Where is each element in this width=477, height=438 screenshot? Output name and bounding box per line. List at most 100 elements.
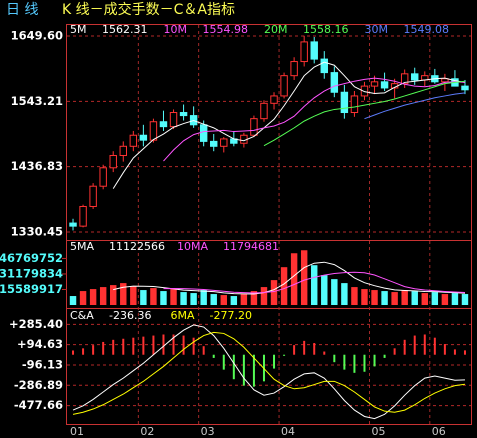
y-tick-label: -286.89 <box>14 378 63 392</box>
volume-bar <box>401 290 408 305</box>
volume-bar <box>311 265 318 305</box>
volume-bar <box>160 291 167 305</box>
volume-bar <box>99 287 107 305</box>
legend-value: 1558.16 <box>303 23 349 36</box>
volume-bar <box>331 279 338 305</box>
candle-body <box>240 134 248 144</box>
candle-body <box>139 134 148 141</box>
page-title: K 线－成交手数－C＆A指标 <box>62 1 235 18</box>
candle-body <box>380 81 389 89</box>
volume-bar <box>411 291 418 305</box>
candle-body <box>370 81 379 87</box>
candle-body <box>340 91 349 114</box>
y-tick-label: 46769752 <box>0 251 63 265</box>
candle-body <box>99 167 107 187</box>
candle-body <box>169 112 178 128</box>
x-tick-label: 04 <box>281 425 295 438</box>
candle-body <box>411 73 419 81</box>
x-tick-label: 03 <box>201 425 215 438</box>
x-tick-label: 01 <box>70 425 84 438</box>
candle-body <box>199 124 208 142</box>
candle-body <box>300 41 308 63</box>
candle-body <box>330 72 339 93</box>
volume-bar <box>371 290 378 305</box>
ma-line <box>72 324 465 420</box>
candle-body <box>119 145 127 157</box>
ma-line <box>112 61 466 189</box>
ma-line <box>163 77 466 162</box>
x-tick-label: 05 <box>372 425 386 438</box>
candle-body <box>280 75 288 97</box>
volume-bar <box>200 290 207 305</box>
x-tick-label: 06 <box>432 425 446 438</box>
volume-bar <box>300 250 308 305</box>
candle-body <box>129 134 138 147</box>
legend-value: 1562.31 <box>102 23 148 36</box>
volume-bar <box>381 291 388 305</box>
y-tick-label: 1330.45 <box>11 225 63 239</box>
legend-name: C&A <box>70 309 94 322</box>
candle-body <box>270 95 278 104</box>
candle-body <box>350 95 359 114</box>
ma-line <box>72 331 466 415</box>
candle-body <box>109 155 117 169</box>
legend-name: 10MA <box>177 240 208 253</box>
legend-name: 5M <box>70 23 87 36</box>
volume-bar <box>110 285 117 305</box>
candle-body <box>149 121 158 141</box>
y-tick-label: 31179834 <box>0 266 63 280</box>
volume-bar <box>461 294 469 305</box>
period: 日 线 <box>6 2 38 18</box>
candle-body <box>250 118 258 136</box>
volume-bar <box>140 290 147 305</box>
ma-line <box>364 92 466 120</box>
candle-body <box>159 121 168 128</box>
volume-bar <box>69 296 77 305</box>
y-tick-label: 1543.21 <box>11 94 63 108</box>
legend-name: 10M <box>164 23 188 36</box>
volume-bar <box>361 289 368 305</box>
volume-bar <box>220 295 227 305</box>
volume-bar <box>321 275 328 305</box>
volume-bar <box>230 296 238 305</box>
volume-bar <box>120 283 127 305</box>
legend-value: 11794681 <box>223 240 279 253</box>
legend-value: 1554.98 <box>203 23 249 36</box>
y-tick-label: +94.63 <box>17 337 63 351</box>
y-tick-label: 15589917 <box>0 282 63 296</box>
legend-value: 11122566 <box>109 240 165 253</box>
volume-bar <box>270 280 278 305</box>
x-tick-label: 02 <box>140 425 154 438</box>
volume-bar <box>250 291 258 305</box>
candle-body <box>179 112 188 117</box>
volume-bar <box>421 293 428 305</box>
candle-body <box>461 85 469 91</box>
frame <box>66 24 472 425</box>
y-tick-label: +285.40 <box>9 317 63 331</box>
candle-body <box>441 78 449 83</box>
legend-name: 30M <box>365 23 389 36</box>
candle-body <box>400 73 409 85</box>
volume-bar <box>341 283 348 305</box>
volume-bar <box>451 293 459 305</box>
volume-bar <box>351 287 358 305</box>
y-tick-label: -96.13 <box>22 357 63 371</box>
volume-bar <box>431 292 439 305</box>
candle-body <box>79 205 87 227</box>
candle-body <box>69 222 77 227</box>
candle-body <box>89 185 97 207</box>
candle-body <box>320 58 328 74</box>
volume-bar <box>190 293 197 305</box>
volume-bar <box>180 292 187 305</box>
y-tick-label: -477.66 <box>14 398 63 412</box>
legend-name: 5MA <box>70 240 94 253</box>
ma-line <box>263 80 466 147</box>
volume-bar <box>210 294 217 305</box>
volume-bar <box>150 288 157 305</box>
candle-body <box>360 85 369 97</box>
candle-body <box>290 61 298 77</box>
y-tick-label: 1436.83 <box>11 159 63 173</box>
volume-bar <box>89 289 97 305</box>
